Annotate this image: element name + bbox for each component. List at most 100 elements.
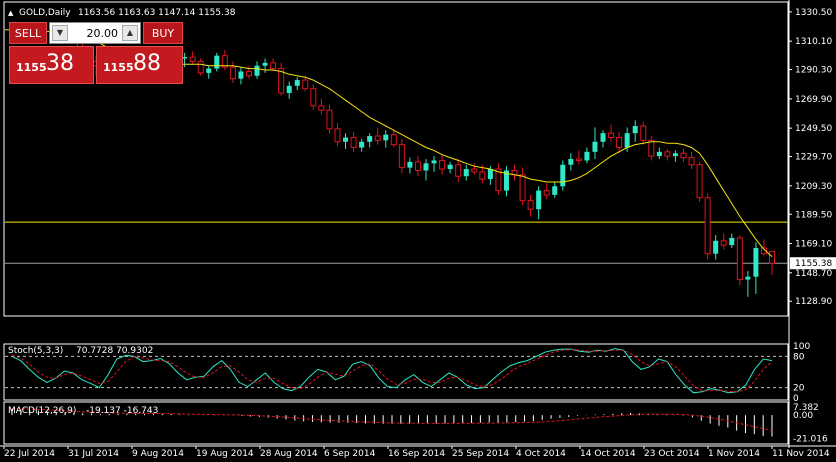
candle-body-bull bbox=[536, 190, 542, 210]
candle-body-bull bbox=[431, 160, 437, 164]
candle-body-bear bbox=[310, 88, 317, 107]
candle-body-bear bbox=[229, 66, 236, 80]
candle-body-bear bbox=[334, 128, 341, 143]
candle-body-bull bbox=[423, 163, 429, 171]
buy-price-button[interactable]: 1155 88 bbox=[96, 46, 183, 84]
price-pane[interactable]: 1330.50 1310.10 1290.30 1269.90 1249.50 1229.… bbox=[4, 8, 836, 307]
candle-body-bull bbox=[182, 57, 188, 59]
candle-body-bull bbox=[656, 151, 662, 157]
candle-body-bull bbox=[729, 237, 735, 246]
candle-body-bull bbox=[487, 169, 493, 180]
candle-body-bear bbox=[696, 164, 703, 199]
price-tick-label: 1148.70 bbox=[795, 269, 832, 279]
candle-body-bear bbox=[769, 250, 775, 264]
time-tick-label: 14 Oct 2014 bbox=[580, 449, 636, 459]
candle-body-bear bbox=[278, 68, 285, 94]
candle-body-bear bbox=[439, 159, 446, 170]
time-tick-label: 11 Nov 2014 bbox=[772, 449, 830, 459]
candle-body-bull bbox=[286, 85, 292, 93]
candle-body-bear bbox=[688, 157, 695, 166]
candle-body-bear bbox=[519, 174, 526, 202]
candle-body-bear bbox=[608, 132, 615, 138]
time-tick-label: 28 Aug 2014 bbox=[260, 449, 318, 459]
candle-body-bear bbox=[616, 136, 623, 149]
lot-size-input[interactable] bbox=[70, 23, 120, 43]
stoch-signal-line bbox=[11, 349, 773, 393]
candle-body-bear bbox=[495, 168, 502, 192]
sell-button[interactable]: SELL bbox=[9, 22, 47, 44]
candle-body-bull bbox=[383, 134, 389, 141]
lot-size-stepper: ▼ ▲ bbox=[49, 22, 141, 44]
candle-body-bull bbox=[463, 169, 469, 177]
candle-body-bull bbox=[447, 164, 453, 170]
candle-body-bull bbox=[713, 240, 719, 254]
candle-body-bull bbox=[254, 65, 260, 76]
price-tick-label: 1310.10 bbox=[795, 37, 832, 47]
buy-price-pips: 88 bbox=[133, 51, 161, 76]
macd-indicator-name: MACD(12,26,9) bbox=[8, 406, 76, 416]
time-tick-label: 19 Aug 2014 bbox=[196, 449, 254, 459]
stoch-indicator-values: 70.7728 70.9302 bbox=[76, 346, 153, 356]
candle-body-bull bbox=[745, 276, 751, 280]
time-tick-label: 16 Sep 2014 bbox=[388, 449, 445, 459]
candle-body-bull bbox=[560, 164, 566, 187]
lot-increase-icon[interactable]: ▲ bbox=[122, 25, 138, 41]
price-tick-label: 1128.90 bbox=[795, 297, 832, 307]
time-tick-label: 1 Nov 2014 bbox=[708, 449, 760, 459]
candle-body-bear bbox=[543, 190, 550, 196]
candle-body-bear bbox=[350, 136, 357, 149]
candle-body-bear bbox=[221, 55, 228, 68]
pane-border-2 bbox=[3, 401, 789, 445]
lot-decrease-icon[interactable]: ▼ bbox=[52, 25, 68, 41]
candle-body-bear bbox=[414, 161, 421, 171]
sell-price-button[interactable]: 1155 38 bbox=[9, 46, 94, 84]
sell-price-prefix: 1155 bbox=[16, 61, 47, 74]
price-tick-label: 1330.50 bbox=[795, 8, 832, 18]
stoch-tick-label: 80 bbox=[793, 352, 805, 362]
stoch-main-line bbox=[11, 348, 773, 394]
candle-body-bull bbox=[343, 137, 349, 142]
current-price-marker bbox=[790, 257, 836, 270]
candle-body-bear bbox=[374, 135, 381, 141]
macd-tick-label: 7.382 bbox=[793, 403, 819, 413]
current-price-label: 1155.38 bbox=[795, 259, 832, 269]
candle-body-bull bbox=[600, 133, 606, 142]
candle-body-bear bbox=[479, 171, 486, 180]
price-tick-label: 1290.30 bbox=[795, 66, 832, 76]
time-tick-label: 22 Jul 2014 bbox=[4, 449, 55, 459]
candle-body-bull bbox=[294, 80, 300, 86]
candle-body-bull bbox=[503, 170, 509, 191]
candle-body-bull bbox=[238, 71, 244, 79]
buy-button[interactable]: BUY bbox=[143, 22, 183, 44]
pane-frames bbox=[0, 0, 836, 448]
macd-indicator-values: -19.137 -16.743 bbox=[86, 406, 158, 416]
pane-border-0 bbox=[3, 1, 789, 317]
time-axis: 22 Jul 2014 31 Jul 2014 9 Aug 2014 19 Aug 2… bbox=[3, 446, 830, 459]
time-tick-label: 4 Oct 2014 bbox=[516, 449, 566, 459]
macd-signal-line bbox=[11, 408, 773, 431]
chart-ohlc-values: 1163.56 1163.63 1147.14 1155.38 bbox=[78, 8, 236, 18]
candle-body-bear bbox=[197, 60, 204, 74]
moving-average-line bbox=[4, 29, 773, 257]
candle-body-bear bbox=[270, 62, 277, 70]
candle-body-bear bbox=[736, 237, 743, 281]
candle-body-bull bbox=[214, 55, 220, 69]
candle-body-bear bbox=[704, 197, 711, 255]
price-tick-label: 1249.50 bbox=[795, 124, 832, 134]
candle-body-bear bbox=[648, 139, 655, 157]
sell-price-pips: 38 bbox=[46, 51, 74, 76]
candle-body-bear bbox=[760, 247, 767, 255]
candle-body-bear bbox=[664, 151, 671, 157]
candle-body-bull bbox=[552, 186, 558, 195]
candle-body-bull bbox=[359, 141, 365, 148]
candle-body-bear bbox=[471, 168, 478, 173]
time-tick-label: 9 Aug 2014 bbox=[132, 449, 184, 459]
candle-body-bull bbox=[592, 141, 598, 152]
candle-body-bear bbox=[720, 240, 727, 246]
buy-price-prefix: 1155 bbox=[103, 61, 134, 74]
candle-body-bear bbox=[527, 200, 534, 210]
time-tick-label: 6 Sep 2014 bbox=[324, 449, 376, 459]
price-tick-label: 1229.70 bbox=[795, 153, 832, 163]
